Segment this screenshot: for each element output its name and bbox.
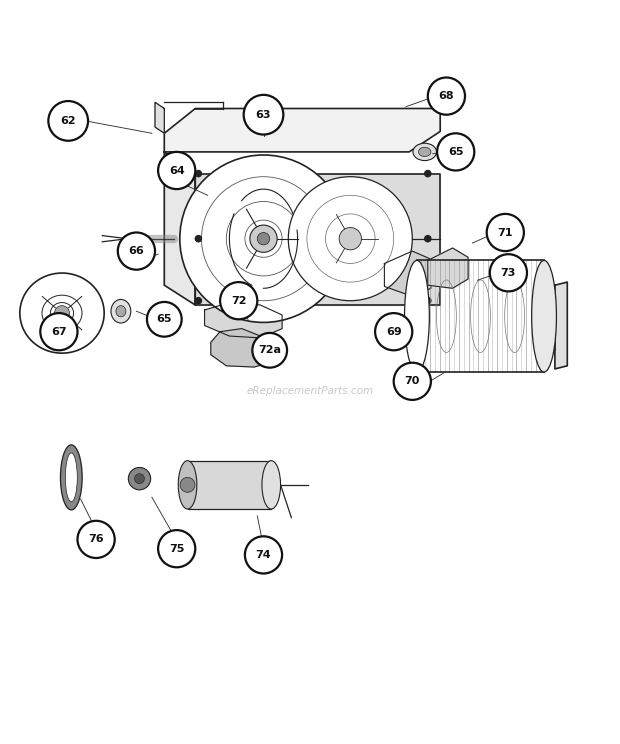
Text: 70: 70 <box>405 376 420 386</box>
Text: 76: 76 <box>88 534 104 545</box>
Circle shape <box>394 362 431 400</box>
Circle shape <box>252 333 287 368</box>
Polygon shape <box>384 251 431 296</box>
Text: 75: 75 <box>169 544 184 554</box>
Circle shape <box>250 225 277 252</box>
Polygon shape <box>155 102 164 133</box>
Circle shape <box>135 474 144 484</box>
Circle shape <box>257 232 270 245</box>
Text: 65: 65 <box>448 147 463 157</box>
Text: 68: 68 <box>438 91 454 101</box>
Text: 67: 67 <box>51 327 67 337</box>
Polygon shape <box>211 329 276 367</box>
Polygon shape <box>164 109 440 152</box>
Bar <box>417 260 544 372</box>
Polygon shape <box>164 152 195 305</box>
Circle shape <box>158 530 195 567</box>
Polygon shape <box>205 301 282 338</box>
Circle shape <box>118 232 155 270</box>
Circle shape <box>425 298 431 304</box>
Text: eReplacementParts.com: eReplacementParts.com <box>246 385 374 396</box>
Polygon shape <box>428 248 468 288</box>
Circle shape <box>490 254 527 292</box>
Circle shape <box>428 77 465 115</box>
Polygon shape <box>195 173 440 305</box>
Ellipse shape <box>413 143 436 161</box>
Ellipse shape <box>60 445 82 510</box>
Circle shape <box>487 214 524 251</box>
Bar <box>187 461 272 509</box>
Circle shape <box>288 177 412 301</box>
Circle shape <box>195 298 202 304</box>
Circle shape <box>437 133 474 170</box>
Circle shape <box>220 282 257 319</box>
Circle shape <box>128 467 151 490</box>
Circle shape <box>48 101 88 141</box>
Circle shape <box>78 521 115 558</box>
Text: 72a: 72a <box>258 345 281 356</box>
Ellipse shape <box>532 260 557 372</box>
Ellipse shape <box>111 299 131 323</box>
Circle shape <box>147 302 182 336</box>
Text: 66: 66 <box>128 246 144 256</box>
Circle shape <box>425 236 431 242</box>
Circle shape <box>425 170 431 177</box>
Ellipse shape <box>179 461 197 509</box>
Circle shape <box>180 478 195 493</box>
Text: 72: 72 <box>231 295 247 306</box>
Circle shape <box>40 313 78 350</box>
Circle shape <box>195 236 202 242</box>
Ellipse shape <box>65 453 78 501</box>
Text: 63: 63 <box>255 109 272 120</box>
Circle shape <box>339 228 361 250</box>
Circle shape <box>158 152 195 189</box>
Circle shape <box>180 155 347 322</box>
Circle shape <box>195 170 202 177</box>
Ellipse shape <box>418 147 431 156</box>
Polygon shape <box>555 282 567 369</box>
Ellipse shape <box>404 260 429 372</box>
Text: 64: 64 <box>169 165 185 176</box>
Circle shape <box>244 94 283 135</box>
Text: 74: 74 <box>255 550 272 560</box>
Circle shape <box>55 306 69 321</box>
Text: 73: 73 <box>501 268 516 278</box>
Text: 69: 69 <box>386 327 402 337</box>
Ellipse shape <box>116 306 126 317</box>
Circle shape <box>245 536 282 574</box>
Text: 62: 62 <box>60 116 76 126</box>
Text: 65: 65 <box>156 314 172 324</box>
Ellipse shape <box>20 273 104 353</box>
Circle shape <box>375 313 412 350</box>
Text: 71: 71 <box>497 228 513 237</box>
Ellipse shape <box>262 461 280 509</box>
